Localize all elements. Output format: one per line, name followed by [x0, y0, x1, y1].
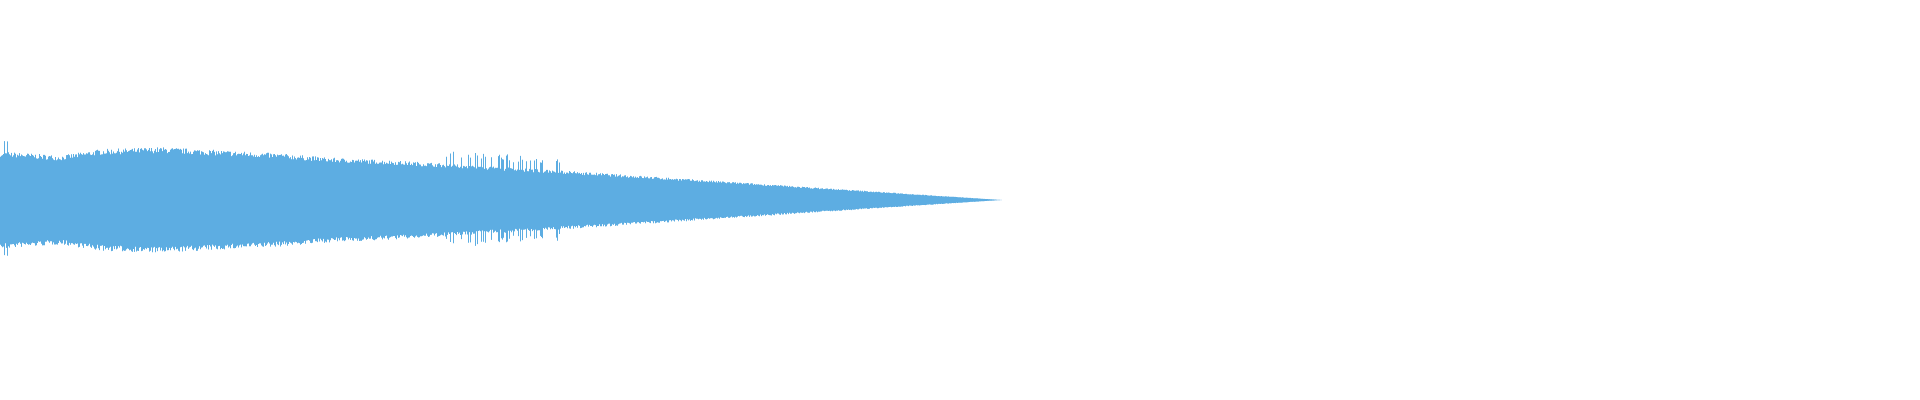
- waveform-path: [0, 141, 1002, 256]
